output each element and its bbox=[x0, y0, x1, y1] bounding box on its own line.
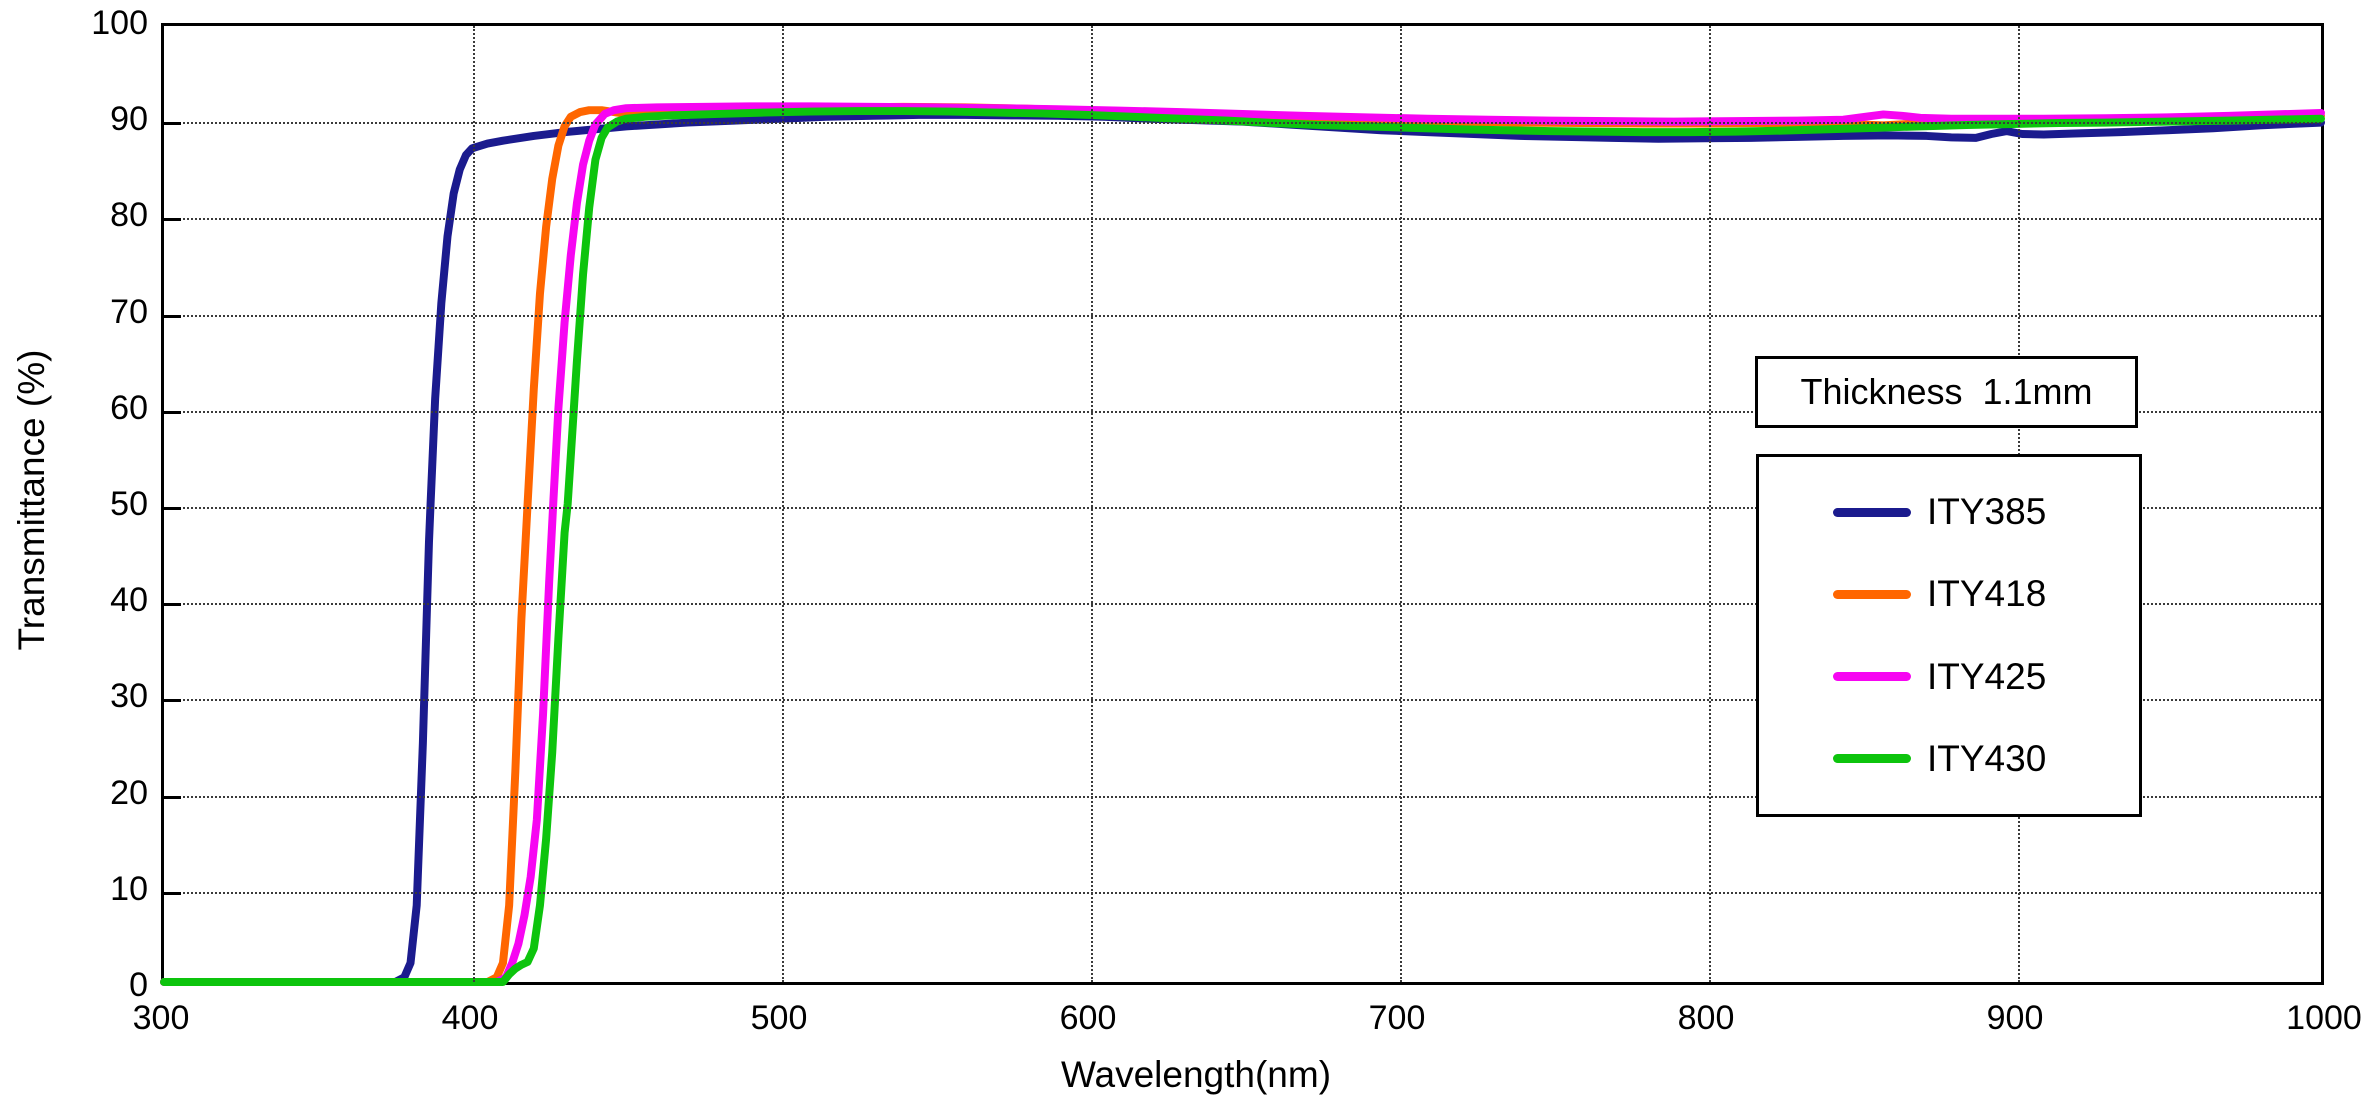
y-tick-mark bbox=[164, 410, 181, 414]
legend-item: ITY430 bbox=[1833, 737, 2139, 779]
series-lines bbox=[160, 102, 2325, 986]
series-line-ity425 bbox=[160, 102, 2325, 986]
legend-label: ITY418 bbox=[1927, 573, 2047, 615]
y-tick-label: 0 bbox=[129, 966, 148, 1004]
y-tick-mark bbox=[164, 218, 181, 222]
x-tick-label: 1000 bbox=[2286, 999, 2362, 1037]
thickness-label: Thickness 1.1mm bbox=[1800, 371, 2093, 412]
y-gridline bbox=[164, 603, 2321, 606]
y-tick-label: 20 bbox=[110, 773, 148, 812]
legend-label: ITY430 bbox=[1927, 737, 2047, 779]
y-tick-label: 60 bbox=[110, 388, 148, 427]
y-tick-label: 40 bbox=[110, 581, 148, 620]
y-tick-mark bbox=[164, 795, 181, 799]
y-tick-label: 30 bbox=[110, 677, 148, 716]
y-tick-label: 90 bbox=[110, 100, 148, 139]
y-tick-mark bbox=[164, 122, 181, 126]
x-tick-label: 600 bbox=[1059, 999, 1117, 1037]
x-axis-title: Wavelength(nm) bbox=[1060, 1054, 1332, 1095]
y-tick-label: 70 bbox=[110, 292, 148, 331]
legend-swatch-ity418 bbox=[1833, 589, 1911, 599]
y-gridline bbox=[164, 891, 2321, 894]
thickness-annotation-box: Thickness 1.1mm bbox=[1755, 356, 2138, 428]
y-tick-label: 10 bbox=[110, 869, 148, 908]
x-gridline bbox=[473, 26, 475, 982]
y-tick-mark bbox=[164, 891, 181, 895]
x-gridline bbox=[782, 26, 784, 982]
x-tick-label: 300 bbox=[132, 999, 190, 1037]
y-gridline bbox=[164, 507, 2321, 509]
y-tick-label: 100 bbox=[91, 4, 148, 42]
x-tick-label: 500 bbox=[750, 999, 808, 1037]
legend-swatch-ity430 bbox=[1833, 754, 1911, 764]
legend-swatch-ity425 bbox=[1833, 672, 1911, 682]
y-tick-label: 80 bbox=[110, 196, 148, 235]
legend-item: ITY418 bbox=[1833, 574, 2139, 614]
legend-label: ITY385 bbox=[1927, 491, 2047, 533]
y-tick-mark bbox=[164, 507, 181, 510]
y-gridline bbox=[164, 122, 2321, 125]
x-tick-label: 700 bbox=[1368, 999, 1426, 1037]
x-tick-label: 900 bbox=[1986, 999, 2044, 1037]
x-tick-label: 400 bbox=[441, 999, 499, 1037]
y-tick-label: 50 bbox=[110, 485, 148, 523]
y-gridline bbox=[164, 699, 2321, 702]
legend-box: ITY385 ITY418 ITY425 ITY430 bbox=[1756, 454, 2142, 817]
x-gridline bbox=[1400, 26, 1402, 982]
legend-item: ITY385 bbox=[1833, 492, 2139, 532]
y-tick-mark bbox=[164, 314, 181, 318]
y-tick-mark bbox=[164, 699, 181, 703]
y-tick-mark bbox=[164, 603, 181, 607]
y-gridline bbox=[164, 314, 2321, 317]
x-tick-label: 800 bbox=[1677, 999, 1735, 1037]
legend-item: ITY425 bbox=[1833, 655, 2139, 697]
y-gridline bbox=[164, 410, 2321, 413]
y-gridline bbox=[164, 218, 2321, 221]
series-line-ity430 bbox=[160, 107, 2325, 986]
y-gridline bbox=[164, 795, 2321, 798]
legend-label: ITY425 bbox=[1927, 655, 2047, 697]
x-gridline bbox=[1091, 26, 1093, 982]
x-gridline bbox=[1709, 26, 1711, 982]
legend-swatch-ity385 bbox=[1833, 507, 1911, 517]
